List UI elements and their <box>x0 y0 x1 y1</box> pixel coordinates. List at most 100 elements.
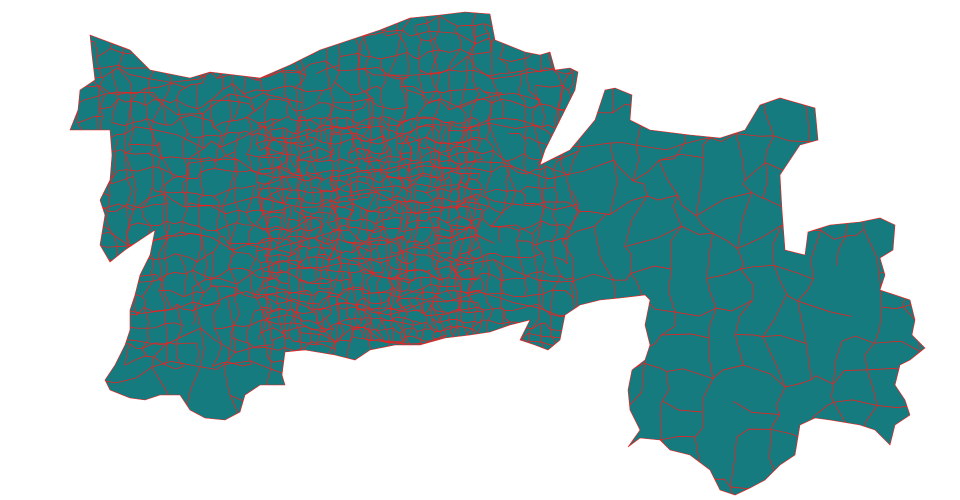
district-boundary <box>355 176 359 192</box>
district-boundary <box>329 103 355 112</box>
district-boundary <box>466 206 472 222</box>
district-boundary <box>370 156 378 161</box>
district-boundary <box>762 162 769 198</box>
district-boundary <box>694 411 704 438</box>
district-boundary <box>433 337 438 367</box>
district-boundary <box>389 158 404 163</box>
district-boundary <box>312 211 318 215</box>
district-boundary <box>127 191 133 205</box>
district-boundary <box>388 266 392 278</box>
district-boundary <box>477 119 480 131</box>
district-boundary <box>254 266 270 295</box>
district-boundary <box>472 256 483 259</box>
district-boundary <box>498 227 501 243</box>
district-boundary <box>410 181 413 193</box>
district-boundary <box>659 400 663 440</box>
district-boundary <box>762 293 788 337</box>
district-boundary <box>158 1 203 7</box>
district-boundary <box>492 150 506 162</box>
district-boundary <box>340 22 356 26</box>
district-boundary <box>442 166 453 170</box>
district-boundary <box>373 271 384 274</box>
district-boundary <box>81 144 87 157</box>
district-boundary <box>286 187 291 199</box>
district-boundary <box>500 99 505 119</box>
district-boundary <box>523 355 544 362</box>
district-boundary <box>299 332 336 343</box>
district-boundary <box>543 32 562 36</box>
district-boundary <box>323 204 334 208</box>
district-boundary <box>761 481 779 495</box>
district-boundary <box>437 252 452 254</box>
district-boundary <box>357 307 370 311</box>
district-boundary <box>390 277 398 281</box>
district-boundary <box>544 361 578 380</box>
district-boundary <box>948 0 960 11</box>
district-boundary <box>463 184 467 202</box>
district-boundary <box>767 62 819 70</box>
district-boundary <box>284 323 287 348</box>
district-boundary <box>457 325 474 330</box>
district-boundary <box>288 116 300 122</box>
district-boundary <box>810 375 834 385</box>
district-boundary <box>77 309 93 315</box>
district-boundary <box>524 105 527 122</box>
district-boundary <box>381 136 385 155</box>
district-boundary <box>330 126 353 130</box>
district-boundary <box>471 429 480 479</box>
district-boundary <box>337 34 354 38</box>
district-boundary <box>373 339 391 343</box>
district-boundary <box>234 58 238 72</box>
district-boundary <box>455 257 462 274</box>
district-boundary <box>833 159 855 199</box>
district-boundary <box>805 343 812 380</box>
district-boundary <box>265 34 282 44</box>
district-boundary <box>183 273 188 297</box>
district-boundary <box>460 94 497 109</box>
district-boundary <box>450 205 457 209</box>
district-boundary <box>498 226 519 231</box>
district-boundary <box>333 128 340 134</box>
district-boundary <box>400 86 408 108</box>
district-boundary <box>136 87 146 95</box>
district-boundary <box>317 211 331 214</box>
district-boundary <box>321 302 364 310</box>
district-boundary <box>414 210 443 214</box>
district-boundary <box>99 98 119 110</box>
district-boundary <box>951 298 960 311</box>
district-boundary <box>523 138 527 154</box>
district-boundary <box>401 268 407 272</box>
district-boundary <box>935 430 960 432</box>
district-boundary <box>592 397 600 449</box>
district-boundary <box>296 116 301 134</box>
district-boundary <box>233 187 240 211</box>
district-boundary <box>749 44 752 66</box>
district-boundary <box>288 360 306 366</box>
district-boundary <box>199 159 203 173</box>
district-boundary <box>431 159 438 161</box>
district-boundary <box>195 33 205 60</box>
district-boundary <box>311 156 317 162</box>
district-boundary <box>196 108 204 119</box>
district-boundary <box>833 139 847 161</box>
district-boundary <box>936 34 950 63</box>
district-boundary <box>378 302 383 314</box>
district-boundary <box>246 110 255 118</box>
district-boundary <box>228 251 237 270</box>
district-boundary <box>820 230 846 240</box>
district-boundary <box>176 99 198 109</box>
district-boundary <box>436 295 454 302</box>
district-boundary <box>227 284 238 297</box>
district-boundary <box>192 270 205 294</box>
district-boundary <box>466 178 471 188</box>
district-boundary <box>878 113 887 147</box>
district-boundary <box>188 148 205 164</box>
district-boundary <box>320 190 324 201</box>
district-boundary <box>260 209 286 214</box>
district-boundary <box>327 328 334 342</box>
district-boundary <box>379 170 399 180</box>
district-boundary <box>670 36 680 67</box>
district-boundary <box>254 308 268 314</box>
district-boundary <box>504 162 547 179</box>
district-boundary <box>832 369 868 385</box>
